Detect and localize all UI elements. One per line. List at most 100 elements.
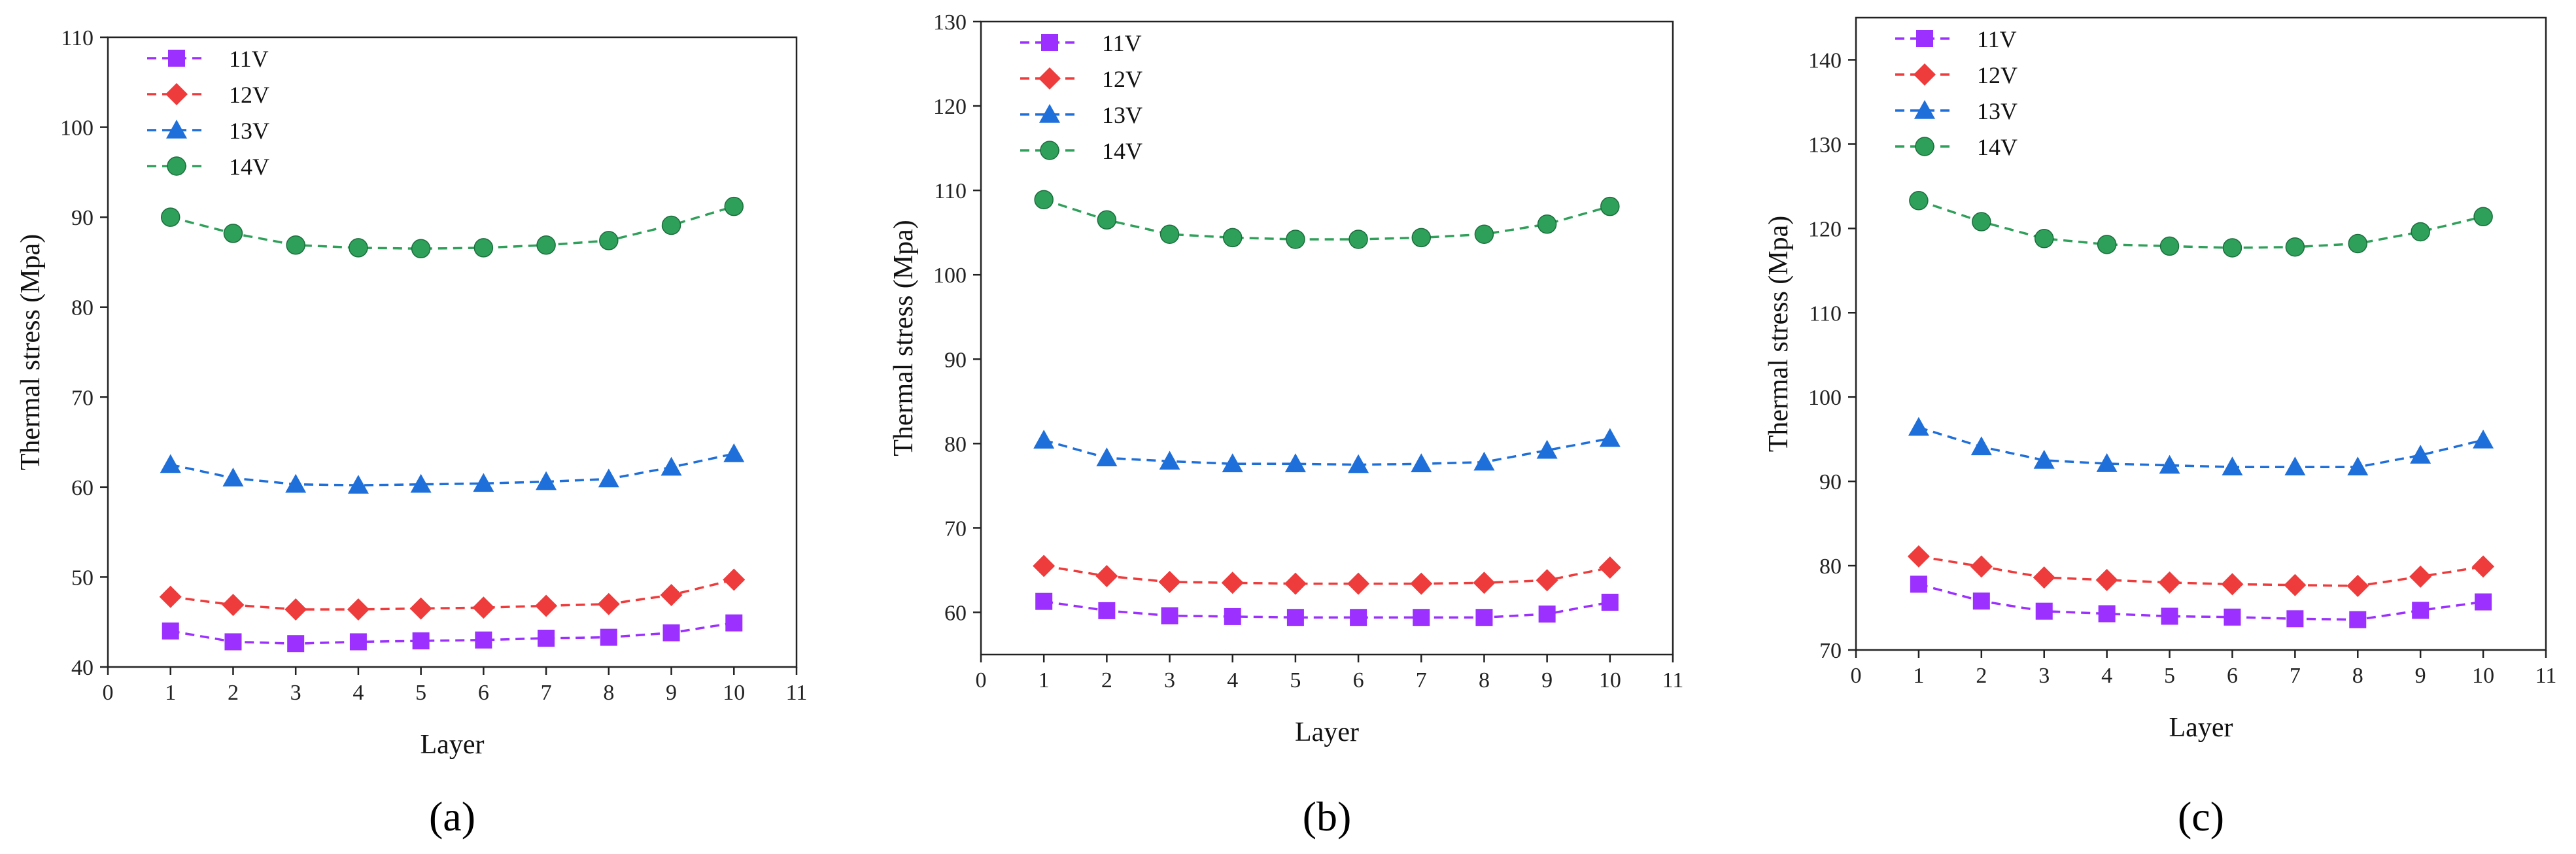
x-tick-label: 8 [603, 681, 614, 705]
chart-panel-b: 0 1 2 3 4 5 6 7 8 9 10 11 60 70 80 90 100 110 120 130 Layer T… [889, 10, 1683, 840]
chart-panel-c: 0 1 2 3 4 5 6 7 8 9 10 11 70 80 90 100 110 120 130 140 Layer… [1764, 16, 2556, 840]
data-point [1158, 571, 1181, 594]
y-tick-label: 50 [71, 566, 94, 590]
data-point [1097, 210, 1117, 230]
data-point [2410, 445, 2431, 464]
x-tick-label: 5 [1290, 668, 1301, 692]
data-point [162, 622, 179, 640]
series-line [1918, 426, 2484, 468]
data-point [1286, 230, 1305, 249]
data-point [2096, 453, 2118, 472]
series-line [1043, 198, 1611, 241]
y-tick-label: 100 [60, 116, 94, 141]
data-point [2285, 237, 2305, 257]
x-tick-label: 1 [1913, 664, 1924, 688]
x-tick-label: 6 [478, 681, 489, 705]
data-point [1284, 453, 1306, 473]
legend-marker [1915, 137, 1934, 156]
data-point [2284, 456, 2306, 476]
series-line [170, 453, 734, 487]
legend-label: 14V [1977, 134, 2018, 160]
data-point [2284, 573, 2307, 596]
x-tick-label: 9 [666, 681, 677, 705]
data-point [2033, 449, 2055, 469]
series-12V [1033, 555, 1621, 595]
legend-label: 11V [1977, 26, 2017, 52]
chart-panel-a: 0 1 2 3 4 5 6 7 8 9 10 11 40 50 60 70 80 90 100 110 Layer The… [16, 26, 807, 840]
data-point [347, 475, 369, 494]
legend-label: 13V [229, 118, 269, 144]
data-point [1537, 214, 1557, 234]
legend-marker [1039, 67, 1061, 90]
data-point [222, 594, 245, 617]
data-point [475, 631, 492, 649]
series-12V [1907, 545, 2495, 598]
data-point [1473, 451, 1495, 471]
plot-frame [1855, 16, 2547, 651]
x-tick-label: 7 [1416, 668, 1427, 692]
series-13V [1908, 417, 2494, 476]
y-tick-label: 110 [1809, 301, 1842, 326]
data-point [2224, 608, 2241, 626]
data-point [2222, 238, 2242, 258]
series-14V [160, 196, 744, 259]
data-point [1910, 575, 1927, 593]
data-point [599, 231, 619, 250]
data-point [2286, 610, 2304, 628]
series-11V [1035, 592, 1619, 626]
x-tick-label: 5 [2164, 664, 2175, 688]
x-tick-label: 9 [2415, 664, 2426, 688]
data-point [1907, 545, 1930, 568]
y-axis-title: Thermal stress (Mpa) [16, 234, 46, 471]
data-point [286, 235, 305, 255]
x-tick-label: 11 [1662, 668, 1684, 692]
data-point [2349, 611, 2367, 628]
y-tick-label: 110 [61, 26, 94, 50]
data-point [1224, 607, 1241, 625]
data-point [1536, 569, 1558, 592]
data-point [2473, 429, 2494, 449]
x-tick-label: 3 [1164, 668, 1175, 692]
y-tick-label: 60 [944, 601, 967, 625]
data-point [473, 473, 494, 492]
data-point [2097, 235, 2117, 254]
data-point [2035, 602, 2053, 620]
legend-label: 13V [1102, 102, 1142, 128]
x-tick-label: 1 [1039, 668, 1050, 692]
series-13V [160, 443, 745, 494]
data-point [2033, 566, 2055, 589]
data-point [661, 215, 681, 235]
data-point [2222, 456, 2243, 476]
data-point [1347, 572, 1370, 595]
data-point [285, 473, 307, 493]
legend: 11V 12V 13V 14V [1020, 30, 1142, 164]
data-point [1159, 451, 1180, 470]
legend-label: 14V [1102, 138, 1142, 164]
data-point [2472, 555, 2495, 578]
series-14V [1909, 191, 2493, 258]
legend-label: 14V [229, 154, 269, 180]
data-point [2412, 602, 2430, 619]
y-tick-label: 40 [71, 656, 94, 680]
data-point [1474, 224, 1494, 244]
x-tick-label: 0 [103, 681, 114, 705]
legend-label: 12V [229, 82, 269, 108]
data-point [2347, 456, 2369, 476]
data-point [1538, 606, 1556, 623]
y-tick-label: 100 [933, 264, 967, 288]
data-point [2095, 568, 2118, 591]
data-point [1410, 572, 1433, 595]
data-point [1348, 454, 1369, 473]
data-point [1970, 555, 1993, 578]
y-tick-label: 70 [944, 517, 967, 541]
data-point [2411, 222, 2430, 242]
legend-marker [1039, 104, 1060, 123]
x-tick-label: 8 [1479, 668, 1490, 692]
panel-label: (a) [429, 793, 475, 840]
data-point [1600, 196, 1620, 216]
data-point [660, 583, 683, 606]
y-tick-label: 100 [1808, 386, 1842, 410]
legend-marker [168, 50, 185, 67]
data-point [1972, 592, 1990, 610]
